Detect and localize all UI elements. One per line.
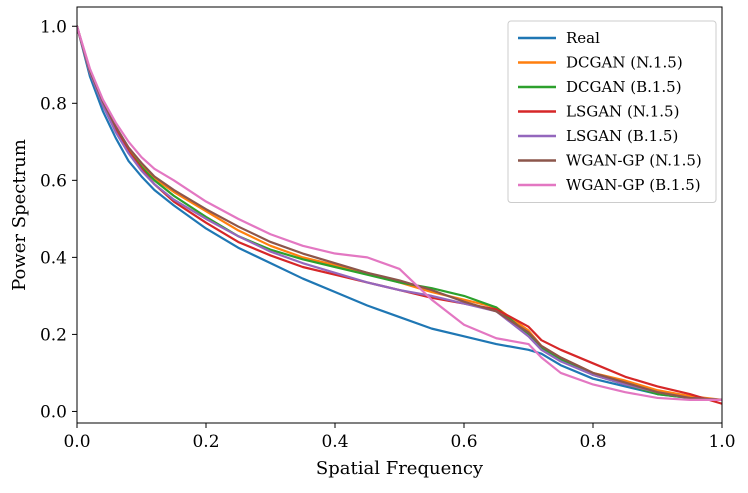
y-tick-label: 0.8 — [40, 94, 67, 114]
series-line-0 — [77, 25, 722, 401]
y-tick-label: 0.2 — [40, 325, 67, 345]
x-tick-label: 0.8 — [579, 432, 606, 452]
legend-label: LSGAN (N.1.5) — [566, 103, 679, 121]
legend-box — [507, 20, 717, 203]
y-axis-ticks: 0.0 0.2 0.4 0.6 0.8 1.0 — [40, 17, 77, 422]
x-tick-label: 0.0 — [63, 432, 90, 452]
y-axis-label: Power Spectrum — [9, 139, 30, 291]
legend-label: LSGAN (B.1.5) — [566, 127, 678, 145]
y-tick-label: 0.0 — [40, 402, 67, 422]
legend-label: DCGAN (B.1.5) — [566, 78, 682, 96]
y-tick-label: 1.0 — [40, 17, 67, 37]
x-tick-label: 1.0 — [708, 432, 735, 452]
x-axis-label: Spatial Frequency — [316, 458, 484, 479]
series-lines — [77, 25, 722, 405]
y-tick-label: 0.4 — [40, 248, 67, 268]
x-tick-label: 0.2 — [192, 432, 219, 452]
legend: Real DCGAN (N.1.5) DCGAN (B.1.5) LSGAN (N.1… — [507, 20, 717, 203]
legend-label: WGAN-GP (N.1.5) — [566, 152, 702, 170]
y-tick-label: 0.6 — [40, 171, 67, 191]
legend-label: DCGAN (N.1.5) — [566, 54, 683, 72]
axes-frame — [76, 6, 723, 424]
x-tick-label: 0.4 — [321, 432, 348, 452]
series-line-6 — [77, 25, 722, 401]
series-line-5 — [77, 25, 722, 401]
legend-label: WGAN-GP (B.1.5) — [566, 176, 701, 194]
x-tick-label: 0.6 — [450, 432, 477, 452]
legend-label: Real — [566, 29, 600, 47]
x-axis-ticks: 0.0 0.2 0.4 0.6 0.8 1.0 — [63, 423, 736, 452]
series-line-4 — [77, 25, 722, 401]
